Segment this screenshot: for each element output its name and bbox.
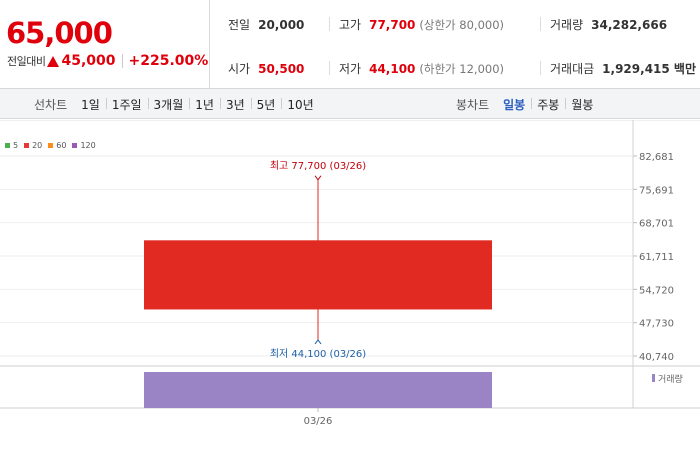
legend-item: 5	[5, 141, 18, 150]
stat-open: 시가 50,500	[228, 60, 304, 77]
price-box: 65,000 전일대비 45,000 +225.00%	[0, 0, 210, 88]
candle-chart-periods: 봉차트 일봉 주봉 월봉	[456, 89, 599, 119]
monthly-candle-tab[interactable]: 월봉	[565, 96, 599, 113]
y-tick-label: 54,720	[639, 285, 674, 296]
line-chart-periods: 선차트 1일 1주일 3개월 1년 3년 5년 10년	[34, 89, 320, 119]
y-tick-label: 40,740	[639, 352, 674, 363]
high-arrow-icon	[314, 175, 322, 181]
change-label: 전일대비	[7, 55, 46, 68]
stat-volume: 거래량 34,282,666	[550, 16, 667, 33]
stat-low: 저가 44,100 (하한가 12,000)	[339, 60, 504, 77]
legend-label: 20	[32, 141, 43, 150]
legend-label: 120	[80, 141, 96, 150]
stat-label: 저가	[339, 62, 362, 76]
divider	[329, 61, 330, 75]
change-rate: +225.00%	[128, 53, 209, 69]
weekly-candle-tab[interactable]: 주봉	[531, 96, 565, 113]
stat-label: 시가	[228, 62, 251, 76]
volume-legend-label: 거래량	[658, 373, 683, 385]
up-triangle-icon	[47, 55, 60, 67]
stat-value: 1,929,415 백만	[602, 62, 696, 76]
low-annotation: 최저 44,100 (03/26)	[270, 348, 366, 360]
legend-item: 20	[24, 141, 42, 150]
stat-high: 고가 77,700 (상한가 80,000)	[339, 16, 504, 33]
x-tick-label: 03/26	[304, 416, 333, 427]
period-1y-tab[interactable]: 1년	[189, 96, 220, 113]
price-change-row: 전일대비 45,000 +225.00%	[7, 53, 208, 69]
volume-bar	[144, 372, 492, 408]
divider	[121, 54, 123, 68]
stat-note: (하한가 12,000)	[419, 62, 505, 76]
stat-amount: 거래대금 1,929,415 백만	[550, 60, 696, 77]
moving-average-legend: 5 20 60 120	[5, 141, 96, 150]
divider	[540, 61, 541, 75]
change-value: 45,000	[61, 53, 116, 69]
y-tick-label: 82,681	[639, 152, 674, 163]
stat-value: 34,282,666	[591, 18, 668, 32]
stat-value: 44,100	[369, 62, 416, 76]
quote-summary: 65,000 전일대비 45,000 +225.00% 전일 20,000 고가…	[0, 0, 700, 89]
period-3y-tab[interactable]: 3년	[219, 96, 251, 113]
y-tick-label: 75,691	[639, 185, 674, 196]
y-tick-label: 68,701	[639, 219, 674, 230]
period-1w-tab[interactable]: 1주일	[105, 96, 148, 113]
stat-value: 77,700	[369, 18, 416, 32]
legend-label: 60	[56, 141, 67, 150]
volume-legend-swatch	[652, 374, 655, 382]
stat-label: 거래량	[550, 18, 584, 32]
stat-prev-close: 전일 20,000	[228, 16, 304, 33]
chart-period-toolbar: 선차트 1일 1주일 3개월 1년 3년 5년 10년 봉차트 일봉 주봉 월봉	[0, 89, 700, 119]
y-tick-label: 47,730	[639, 319, 674, 330]
legend-swatch	[24, 143, 30, 148]
candlestick-chart: 40,740 47,730 54,720 61,711 68,701 75,691 82,6…	[0, 120, 700, 427]
candle-chart-title: 봉차트	[456, 97, 490, 112]
legend-label: 5	[13, 141, 19, 150]
current-price: 65,000	[6, 16, 113, 50]
legend-item: 60	[48, 141, 66, 150]
stat-note: (상한가 80,000)	[419, 18, 505, 32]
period-3m-tab[interactable]: 3개월	[147, 96, 190, 113]
daily-candle-tab[interactable]: 일봉	[503, 97, 526, 112]
legend-swatch	[72, 143, 78, 148]
low-arrow-icon	[314, 339, 322, 345]
stat-label: 거래대금	[550, 62, 595, 76]
legend-item: 120	[72, 141, 96, 150]
stat-label: 전일	[228, 18, 251, 32]
legend-swatch	[48, 143, 54, 148]
high-annotation: 최고 77,700 (03/26)	[270, 160, 366, 172]
line-chart-title: 선차트	[34, 97, 68, 112]
stat-label: 고가	[339, 18, 362, 32]
stat-value: 20,000	[258, 18, 305, 32]
period-1d-tab[interactable]: 1일	[81, 97, 100, 112]
divider	[329, 17, 330, 31]
period-10y-tab[interactable]: 10년	[281, 96, 319, 113]
period-5y-tab[interactable]: 5년	[250, 96, 282, 113]
divider	[540, 17, 541, 31]
stat-value: 50,500	[258, 62, 305, 76]
candle-body	[144, 240, 492, 310]
legend-swatch	[5, 143, 10, 148]
y-tick-label: 61,711	[639, 252, 674, 263]
